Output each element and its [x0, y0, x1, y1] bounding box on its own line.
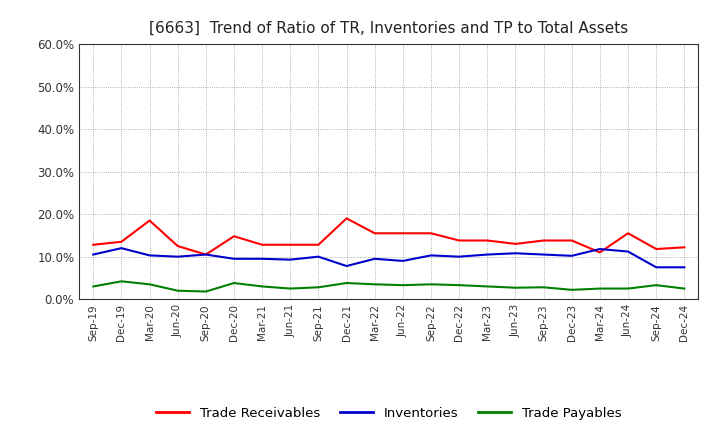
Legend: Trade Receivables, Inventories, Trade Payables: Trade Receivables, Inventories, Trade Pa…: [151, 402, 626, 425]
Trade Receivables: [370, 231, 379, 236]
Inventories: [455, 254, 464, 259]
Trade Receivables: [427, 231, 436, 236]
Trade Payables: [89, 284, 98, 289]
Inventories: [567, 253, 576, 258]
Inventories: [399, 258, 408, 264]
Trade Receivables: [202, 252, 210, 257]
Inventories: [624, 249, 632, 254]
Inventories: [680, 265, 688, 270]
Trade Payables: [314, 285, 323, 290]
Trade Payables: [399, 282, 408, 288]
Trade Payables: [455, 282, 464, 288]
Trade Payables: [427, 282, 436, 287]
Trade Receivables: [624, 231, 632, 236]
Trade Receivables: [595, 250, 604, 255]
Trade Payables: [567, 287, 576, 293]
Trade Receivables: [230, 234, 238, 239]
Title: [6663]  Trend of Ratio of TR, Inventories and TP to Total Assets: [6663] Trend of Ratio of TR, Inventories…: [149, 21, 629, 36]
Trade Receivables: [483, 238, 492, 243]
Inventories: [427, 253, 436, 258]
Trade Receivables: [117, 239, 126, 245]
Trade Payables: [483, 284, 492, 289]
Trade Payables: [370, 282, 379, 287]
Trade Receivables: [652, 246, 660, 252]
Trade Payables: [680, 286, 688, 291]
Line: Trade Receivables: Trade Receivables: [94, 218, 684, 254]
Trade Payables: [230, 280, 238, 286]
Inventories: [117, 246, 126, 251]
Inventories: [595, 246, 604, 252]
Trade Receivables: [145, 218, 154, 223]
Inventories: [145, 253, 154, 258]
Trade Receivables: [258, 242, 266, 247]
Line: Inventories: Inventories: [94, 248, 684, 268]
Inventories: [258, 256, 266, 261]
Trade Payables: [511, 285, 520, 290]
Inventories: [286, 257, 294, 262]
Trade Receivables: [455, 238, 464, 243]
Trade Payables: [174, 288, 182, 293]
Trade Receivables: [314, 242, 323, 247]
Trade Payables: [117, 279, 126, 284]
Trade Receivables: [567, 238, 576, 243]
Trade Payables: [624, 286, 632, 291]
Trade Receivables: [539, 238, 548, 243]
Inventories: [342, 264, 351, 269]
Trade Payables: [652, 282, 660, 288]
Inventories: [314, 254, 323, 259]
Trade Receivables: [342, 216, 351, 221]
Trade Payables: [258, 284, 266, 289]
Trade Payables: [202, 289, 210, 294]
Trade Payables: [539, 285, 548, 290]
Trade Payables: [595, 286, 604, 291]
Trade Receivables: [511, 241, 520, 246]
Inventories: [483, 252, 492, 257]
Trade Payables: [145, 282, 154, 287]
Trade Receivables: [174, 243, 182, 249]
Inventories: [89, 252, 98, 257]
Trade Receivables: [399, 231, 408, 236]
Trade Payables: [286, 286, 294, 291]
Inventories: [370, 256, 379, 261]
Trade Receivables: [89, 242, 98, 247]
Inventories: [230, 256, 238, 261]
Inventories: [174, 254, 182, 259]
Trade Payables: [342, 280, 351, 286]
Line: Trade Payables: Trade Payables: [94, 281, 684, 292]
Inventories: [652, 265, 660, 270]
Trade Receivables: [286, 242, 294, 247]
Inventories: [539, 252, 548, 257]
Inventories: [511, 251, 520, 256]
Trade Receivables: [680, 245, 688, 250]
Inventories: [202, 252, 210, 257]
